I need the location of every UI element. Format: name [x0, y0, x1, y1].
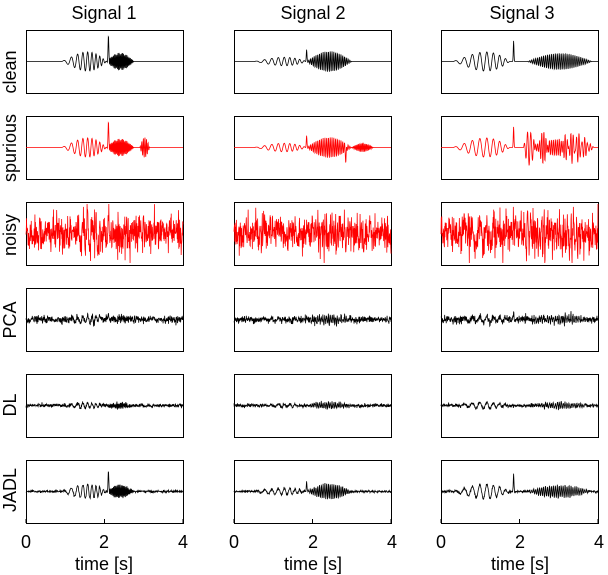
column-title-signal-1: Signal 1: [71, 3, 136, 23]
row-label-noisy: noisy: [0, 214, 20, 256]
series-line-clean-signal-1: [26, 35, 183, 72]
series-line-noisy-signal-1: [25, 203, 184, 264]
row-label-spurious: spurious: [0, 114, 20, 182]
x-tick-label: 2: [515, 532, 525, 552]
panel-frame-noisy-signal-3: [441, 202, 599, 266]
series-line-spurious-signal-1: [26, 121, 183, 158]
x-axis-label: time [s]: [284, 554, 342, 574]
x-axis-label: time [s]: [491, 554, 549, 574]
panel-grid: [25, 30, 599, 524]
panel-frame-jadl-signal-3: [441, 460, 599, 524]
series-line-spurious-signal-2: [234, 135, 391, 163]
series-line-pca-signal-3: [440, 311, 599, 328]
series-line-jadl-signal-1: [25, 471, 184, 500]
panel-frame-spurious-signal-1: [26, 116, 184, 180]
x-tick-label: 2: [308, 532, 318, 552]
row-label-clean: clean: [0, 50, 20, 93]
x-tick-label: 4: [387, 532, 397, 552]
row-label-jadl: JADL: [0, 468, 20, 512]
series-line-dl-signal-2: [233, 400, 392, 411]
panel-frame-clean-signal-1: [26, 30, 184, 94]
column-title-signal-2: Signal 2: [280, 3, 345, 23]
series-line-jadl-signal-2: [233, 481, 392, 500]
series-line-pca-signal-1: [25, 312, 184, 327]
series-line-pca-signal-2: [233, 313, 392, 327]
x-tick-label: 4: [594, 532, 604, 552]
x-axis-label: time [s]: [75, 554, 133, 574]
x-tick-label: 0: [21, 532, 31, 552]
series-line-jadl-signal-3: [440, 473, 599, 501]
series-line-noisy-signal-3: [440, 203, 599, 264]
x-tick-label: 0: [229, 532, 239, 552]
panel-frame-spurious-signal-3: [441, 116, 599, 180]
x-tick-label: 2: [99, 532, 109, 552]
x-tick-label: 0: [436, 532, 446, 552]
series-line-dl-signal-3: [440, 400, 599, 411]
column-title-signal-3: Signal 3: [489, 3, 554, 23]
panel-frame-clean-signal-3: [441, 30, 599, 94]
panel-frame-spurious-signal-2: [234, 116, 392, 180]
series-line-dl-signal-1: [25, 401, 184, 410]
series-line-clean-signal-3: [441, 40, 598, 72]
x-tick-label: 4: [178, 532, 188, 552]
panel-frame-pca-signal-1: [26, 288, 184, 352]
panel-frame-clean-signal-2: [234, 30, 392, 94]
series-line-spurious-signal-3: [441, 126, 598, 166]
row-label-dl: DL: [0, 393, 20, 416]
series-line-clean-signal-2: [234, 49, 391, 72]
row-label-pca: PCA: [0, 301, 20, 338]
series-line-noisy-signal-2: [233, 207, 392, 264]
panel-frame-noisy-signal-1: [26, 202, 184, 266]
